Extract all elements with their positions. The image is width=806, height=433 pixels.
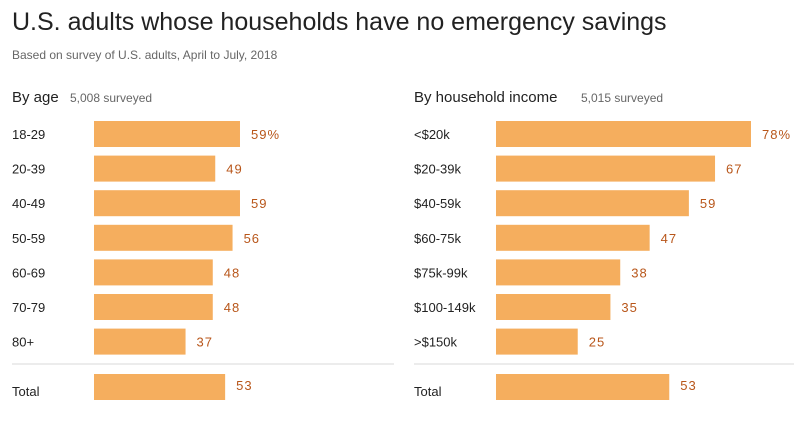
category-label: $100-149k — [414, 300, 476, 315]
category-label: >$150k — [414, 335, 458, 350]
bar — [94, 294, 213, 320]
bar — [496, 328, 578, 355]
bar — [94, 121, 240, 147]
category-label: $75k-99k — [414, 265, 468, 280]
value-label: 67 — [726, 162, 742, 177]
bar — [496, 190, 689, 217]
bar — [94, 328, 186, 355]
value-label: 25 — [589, 335, 605, 350]
category-label: 70-79 — [12, 300, 45, 315]
chart-title: U.S. adults whose households have no eme… — [12, 8, 667, 36]
total-bar — [496, 374, 670, 400]
value-label: 35 — [621, 300, 637, 315]
panel-title: By age — [12, 89, 59, 106]
panel-title: By household income — [414, 89, 557, 106]
value-label: 47 — [661, 231, 677, 246]
total-value-label: 53 — [680, 378, 696, 393]
chart-subtitle: Based on survey of U.S. adults, April to… — [12, 48, 278, 62]
value-label: 59 — [251, 196, 267, 211]
panel-note: 5,015 surveyed — [581, 91, 663, 105]
value-label: 38 — [631, 265, 647, 280]
panel-by-household-income: By household income 5,015 surveyed <$20k 78… — [414, 89, 794, 400]
value-label: 59 — [700, 196, 716, 211]
value-label: 48 — [224, 300, 240, 315]
value-label: 49 — [226, 162, 242, 177]
bar — [496, 155, 716, 182]
category-label: $40-59k — [414, 196, 461, 211]
bar — [94, 155, 216, 182]
bar — [94, 259, 213, 286]
bar — [496, 259, 621, 286]
total-label: Total — [414, 384, 442, 399]
category-label: $20-39k — [414, 162, 461, 177]
panel-note: 5,008 surveyed — [70, 91, 152, 105]
bar — [94, 224, 233, 251]
value-label: 59% — [251, 127, 280, 142]
value-label: 56 — [244, 231, 260, 246]
value-label: 48 — [224, 265, 240, 280]
category-label: 40-49 — [12, 196, 45, 211]
bar — [94, 190, 240, 217]
value-label: 78% — [762, 127, 791, 142]
panel-by-age: By age 5,008 surveyed 18-29 59% 20-39 49 40-49… — [12, 89, 394, 400]
bar — [496, 294, 611, 320]
category-label: $60-75k — [414, 231, 461, 246]
total-value-label: 53 — [236, 378, 252, 393]
bar — [496, 121, 751, 147]
value-label: 37 — [197, 335, 213, 350]
total-bar — [94, 374, 226, 400]
category-label: 20-39 — [12, 162, 45, 177]
total-label: Total — [12, 384, 40, 399]
bar — [496, 224, 650, 251]
category-label: 50-59 — [12, 231, 45, 246]
category-label: 80+ — [12, 335, 34, 350]
category-label: <$20k — [414, 127, 450, 142]
category-label: 60-69 — [12, 265, 45, 280]
category-label: 18-29 — [12, 127, 45, 142]
